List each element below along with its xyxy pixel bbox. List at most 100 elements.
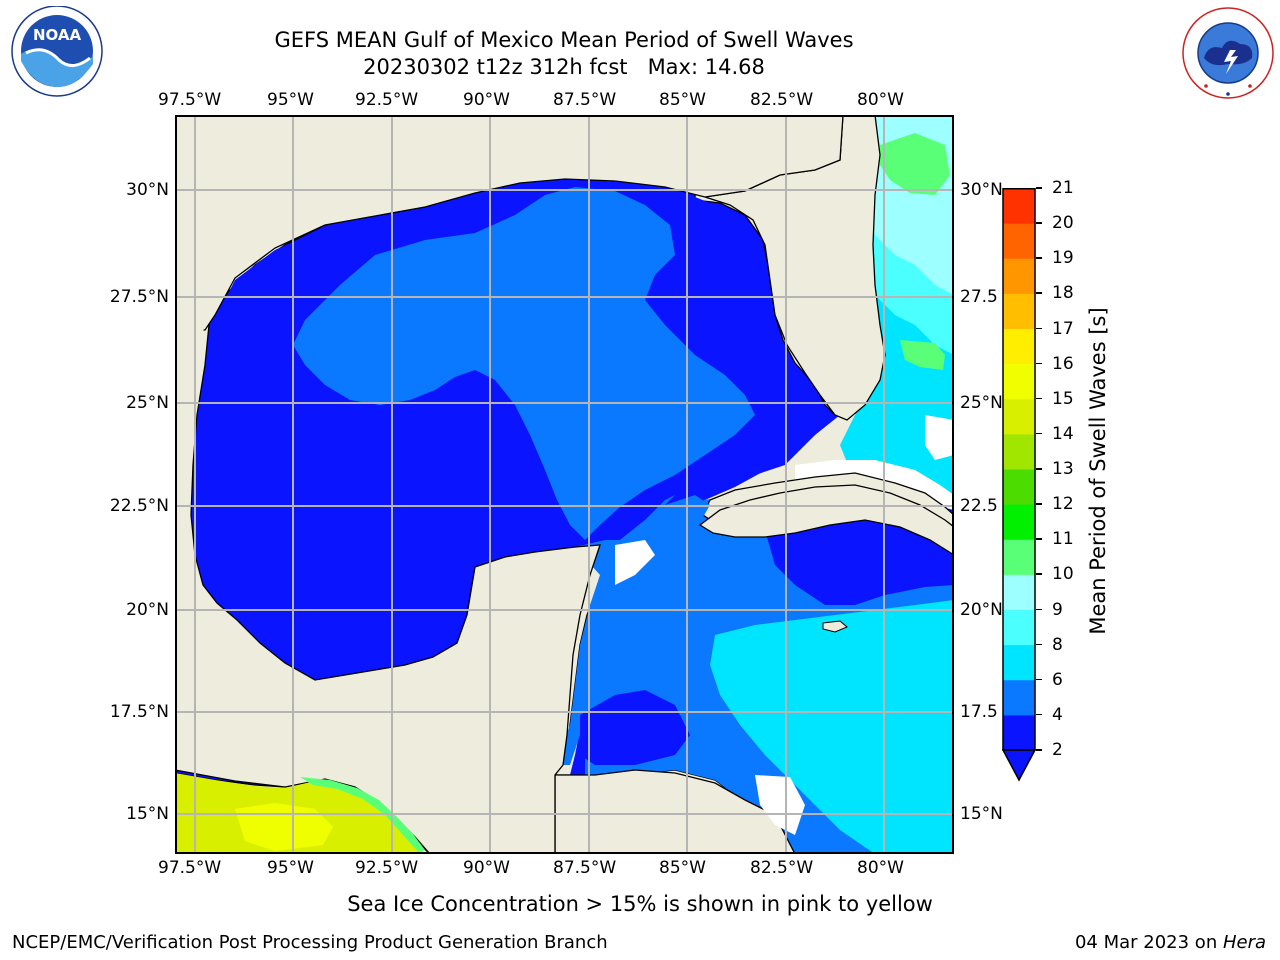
lon-label-top: 82.5°W xyxy=(750,90,814,110)
lon-label-top: 97.5°W xyxy=(158,90,222,110)
lat-label-left: 22.5°N xyxy=(109,496,169,516)
colorbar-tick-mark xyxy=(1036,643,1042,646)
colorbar xyxy=(1002,188,1036,788)
colorbar-tick-label: 14 xyxy=(1052,423,1074,444)
colorbar-tick-label: 10 xyxy=(1052,564,1074,585)
lat-label-left: 20°N xyxy=(126,600,169,620)
colorbar-tick-label: 20 xyxy=(1052,213,1074,234)
lon-label-bottom: 87.5°W xyxy=(553,858,617,878)
honduras-coast xyxy=(554,769,796,854)
lat-label-right: 17.5 xyxy=(960,702,998,722)
lat-label-left: 27.5°N xyxy=(109,287,169,307)
colorbar-tick-label: 16 xyxy=(1052,353,1074,374)
us-land-fill xyxy=(175,315,205,515)
lon-label-top: 90°W xyxy=(463,90,510,110)
colorbar-tick-label: 18 xyxy=(1052,283,1074,304)
colorbar-segment xyxy=(1003,714,1035,751)
colorbar-tick-label: 6 xyxy=(1052,669,1063,690)
colorbar-tick-label: 11 xyxy=(1052,529,1074,550)
colorbar-segment xyxy=(1003,469,1035,505)
map-title: GEFS MEAN Gulf of Mexico Mean Period of … xyxy=(274,28,854,52)
map-subtitle: 20230302 t12z 312h fcst Max: 14.68 xyxy=(0,54,1128,80)
jamaica-island xyxy=(822,620,848,633)
colorbar-segment xyxy=(1003,293,1035,329)
colorbar-title: Mean Period of Swell Waves [s] xyxy=(1086,307,1110,635)
colorbar-tick-mark xyxy=(1036,468,1042,470)
sea-ice-note: Sea Ice Concentration > 15% is shown in … xyxy=(347,892,933,916)
colorbar-segment xyxy=(1003,433,1035,470)
colorbar-tick-label: 4 xyxy=(1052,704,1063,725)
colorbar-tick-label: 13 xyxy=(1052,459,1074,479)
colorbar-tick-mark xyxy=(1036,713,1042,716)
colorbar-tick-label: 21 xyxy=(1052,178,1074,198)
lat-label-right: 27.5 xyxy=(960,287,998,307)
colorbar-tick-mark xyxy=(1036,538,1042,540)
forecast-label: 20230302 t12z 312h fcst xyxy=(363,55,628,79)
gulf-swell-mid xyxy=(293,187,755,540)
colorbar-tick-mark xyxy=(1036,503,1042,505)
lon-label-bottom: 90°W xyxy=(463,858,510,878)
lat-label-left: 15°N xyxy=(126,804,169,824)
noaa-logo-text: NOAA xyxy=(33,26,82,44)
colorbar-tick-label: 2 xyxy=(1052,740,1063,760)
graticule xyxy=(175,115,954,854)
colorbar-tick-mark xyxy=(1036,749,1042,751)
lat-label-right: 30°N xyxy=(960,180,1003,200)
colorbar-segment xyxy=(1003,188,1035,224)
colorbar-tick-mark xyxy=(1036,292,1042,294)
colorbar-tick-label: 17 xyxy=(1052,318,1074,339)
colorbar-tick-label: 9 xyxy=(1052,599,1063,620)
footer-credit: NCEP/EMC/Verification Post Processing Pr… xyxy=(12,932,608,953)
lon-label-bottom: 82.5°W xyxy=(750,858,814,878)
colorbar-tick-mark xyxy=(1036,327,1042,329)
lon-label-bottom: 95°W xyxy=(267,858,314,878)
colorbar-tick-mark xyxy=(1036,362,1042,365)
noaa-logo: NOAA xyxy=(4,5,104,102)
lat-label-right: 15°N xyxy=(960,804,1003,824)
footer-date: 04 Mar 2023 on Hera xyxy=(1075,932,1266,954)
colorbar-segment xyxy=(1003,328,1035,365)
colorbar-tick-mark xyxy=(1036,397,1042,400)
lon-label-top: 92.5°W xyxy=(355,90,419,110)
pacific-swell-edge xyxy=(300,777,425,853)
lat-label-right: 20°N xyxy=(960,600,1003,620)
colorbar-segment xyxy=(1003,504,1035,540)
colorbar-segment xyxy=(1003,398,1035,435)
colorbar-tick-mark xyxy=(1036,573,1042,575)
atlantic-swell-peak xyxy=(880,133,950,195)
lat-label-left: 25°N xyxy=(126,393,169,413)
colorbar-segment xyxy=(1003,258,1035,294)
lat-label-right: 22.5 xyxy=(960,496,998,516)
colorbar-tick-mark xyxy=(1036,187,1042,189)
lon-label-bottom: 85°W xyxy=(659,858,706,878)
caribbean-swell-low xyxy=(580,690,690,765)
max-value-label: Max: 14.68 xyxy=(647,55,765,79)
caribbean-swell-low xyxy=(765,517,954,605)
colorbar-segment xyxy=(1003,223,1035,259)
lat-label-right: 25°N xyxy=(960,393,1003,413)
nws-logo xyxy=(1178,6,1278,100)
map-frame xyxy=(175,115,954,854)
colorbar-segment xyxy=(1003,574,1035,610)
lon-label-top: 95°W xyxy=(267,90,314,110)
colorbar-segment xyxy=(1003,679,1035,716)
colorbar-tick-label: 19 xyxy=(1052,248,1074,269)
lon-label-bottom: 80°W xyxy=(857,858,904,878)
colorbar-segment xyxy=(1003,539,1035,575)
lon-label-top: 85°W xyxy=(659,90,706,110)
caribbean-swell-high xyxy=(710,600,954,854)
colorbar-tick-mark xyxy=(1036,257,1042,259)
footer-host: Hera xyxy=(1222,932,1266,953)
footer-date-text: 04 Mar 2023 on xyxy=(1074,932,1223,953)
colorbar-tick-label: 12 xyxy=(1052,494,1074,515)
colorbar-tick-label: 15 xyxy=(1052,388,1074,409)
colorbar-tick-mark xyxy=(1036,432,1042,435)
map-panel xyxy=(175,115,954,854)
lon-label-top: 80°W xyxy=(857,90,904,110)
lon-label-top: 87.5°W xyxy=(553,90,617,110)
colorbar-frame xyxy=(1002,188,1036,751)
lon-label-bottom: 92.5°W xyxy=(355,858,419,878)
coastal-nodata xyxy=(925,415,954,460)
colorbar-tick-mark xyxy=(1036,678,1042,681)
lat-label-left: 30°N xyxy=(126,180,169,200)
